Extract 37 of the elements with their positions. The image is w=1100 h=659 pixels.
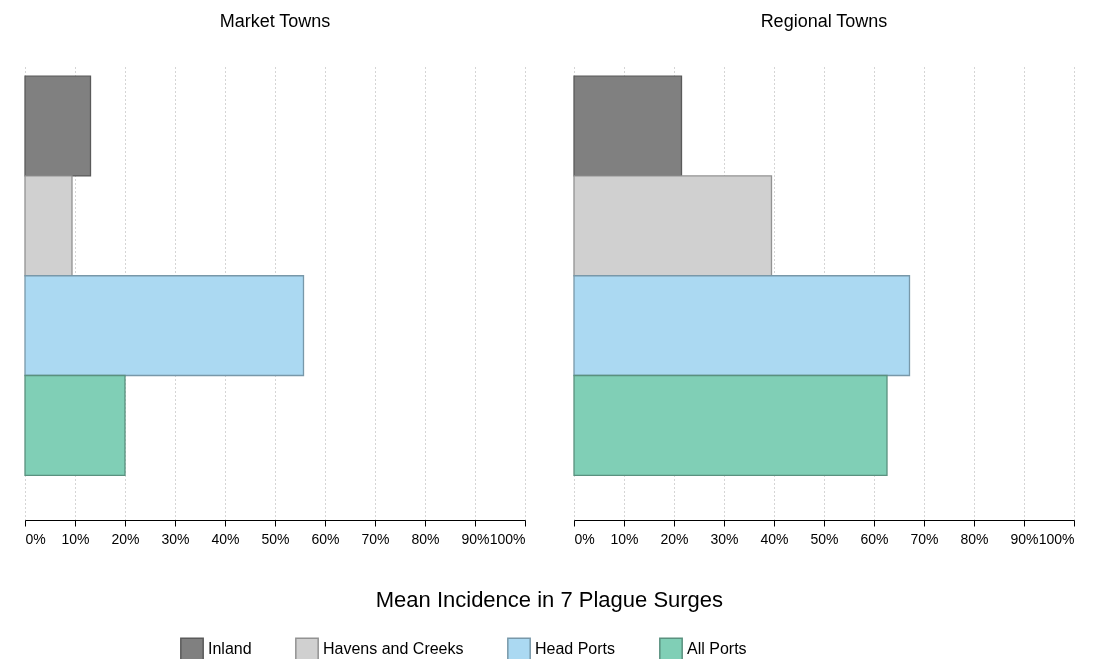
bar xyxy=(24,374,126,476)
chart-title: Regional Towns xyxy=(760,11,888,31)
bar xyxy=(573,75,683,177)
x-tick-label: 60% xyxy=(860,530,889,547)
legend-label: All Ports xyxy=(687,640,747,658)
x-tick-label: 30% xyxy=(710,530,739,547)
x-tick-label: 80% xyxy=(411,530,440,547)
legend-label: Havens and Creeks xyxy=(323,640,464,658)
x-axis-title: Mean Incidence in 7 Plague Surges xyxy=(375,587,724,612)
x-tick-label: 70% xyxy=(361,530,390,547)
x-tick-label: 100% xyxy=(489,530,526,547)
x-tick-label: 20% xyxy=(111,530,140,547)
x-tick-label: 30% xyxy=(161,530,190,547)
bar xyxy=(573,374,888,476)
x-tick-label: 40% xyxy=(760,530,789,547)
bar xyxy=(24,75,92,177)
x-tick-label: 100% xyxy=(1038,530,1075,547)
chart-title: Market Towns xyxy=(219,11,331,31)
x-tick-label: 10% xyxy=(61,530,90,547)
x-tick-label: 80% xyxy=(960,530,989,547)
x-tick-label: 90% xyxy=(461,530,490,547)
x-tick-label: 70% xyxy=(910,530,939,547)
x-tick-label: 0% xyxy=(574,530,595,547)
x-tick-label: 90% xyxy=(1010,530,1039,547)
x-tick-label: 20% xyxy=(660,530,689,547)
x-tick-label: 10% xyxy=(610,530,639,547)
x-tick-label: 50% xyxy=(810,530,839,547)
x-tick-label: 60% xyxy=(311,530,340,547)
bar xyxy=(24,175,73,277)
x-tick-label: 50% xyxy=(261,530,290,547)
x-tick-label: 0% xyxy=(25,530,46,547)
legend-label: Head Ports xyxy=(535,640,616,658)
bar xyxy=(573,175,773,277)
legend-label: Inland xyxy=(208,640,252,658)
bar xyxy=(24,275,305,377)
x-tick-label: 40% xyxy=(211,530,240,547)
bar xyxy=(573,275,911,377)
